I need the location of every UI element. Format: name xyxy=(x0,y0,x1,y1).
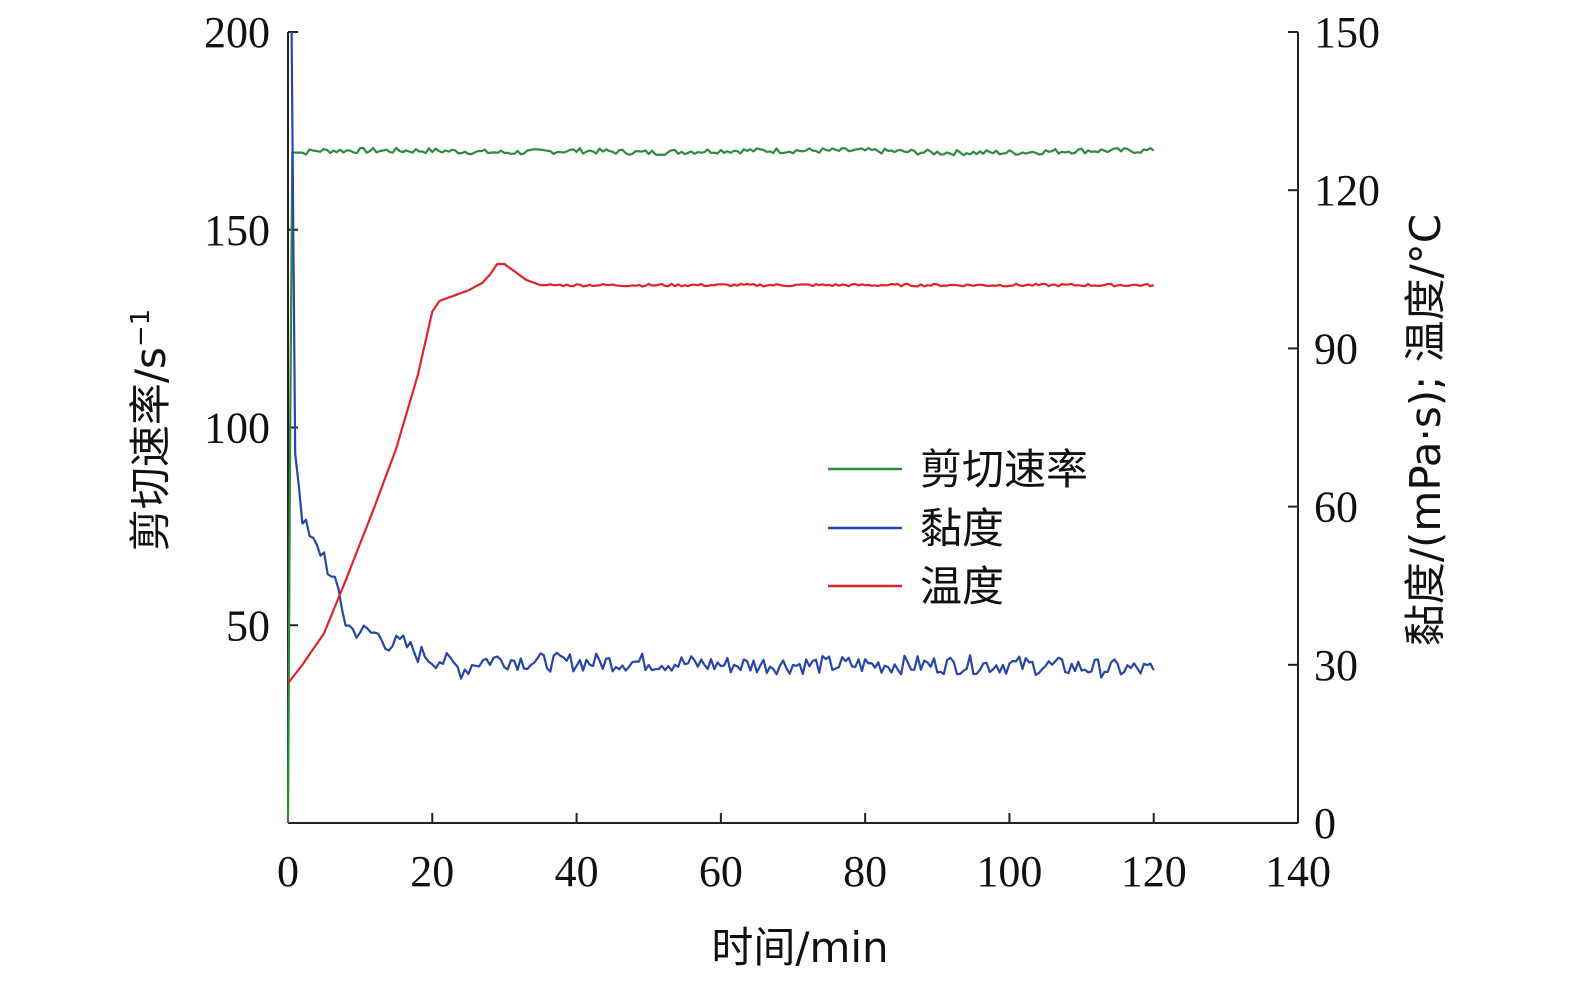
series-line-shear-rate xyxy=(286,146,1155,824)
series-layer xyxy=(286,31,1155,824)
legend-label-temperature: 温度 xyxy=(920,562,1004,611)
x-tick-label: 140 xyxy=(1265,847,1331,896)
series-line-temperature xyxy=(287,262,1155,684)
x-axis-title: 时间/min xyxy=(711,923,888,972)
x-tick-label: 40 xyxy=(555,847,599,896)
x-tick-label: 60 xyxy=(699,847,743,896)
y-left-tick-label: 100 xyxy=(204,404,270,453)
y-left-tick-label: 150 xyxy=(204,206,270,255)
y-left-tick-label: 50 xyxy=(226,601,270,650)
x-tick-label: 20 xyxy=(410,847,454,896)
y-right-tick-label: 0 xyxy=(1314,799,1336,848)
y-left-axis-title: 剪切速率/s−1 xyxy=(126,309,175,551)
x-tick-label: 120 xyxy=(1121,847,1187,896)
y-left-axis-title-superscript: −1 xyxy=(126,309,156,347)
legend-label-shear-rate: 剪切速率 xyxy=(920,445,1088,494)
y-right-tick-label: 150 xyxy=(1314,8,1380,57)
series-line-viscosity xyxy=(290,31,1155,680)
y-right-tick-label: 90 xyxy=(1314,324,1358,373)
y-right-tick-label: 30 xyxy=(1314,641,1358,690)
y-right-axis-title: 黏度/(mPa·s); 温度/°C xyxy=(1401,214,1450,646)
x-tick-label: 100 xyxy=(976,847,1042,896)
y-right-tick-label: 60 xyxy=(1314,483,1358,532)
y-left-tick-label: 200 xyxy=(204,8,270,57)
y-left-axis-title-main: 剪切速率/s xyxy=(126,347,175,551)
x-tick-label: 80 xyxy=(843,847,887,896)
legend: 剪切速率 黏度 温度 xyxy=(828,445,1088,611)
y-right-tick-label: 120 xyxy=(1314,166,1380,215)
ticks: 0 20 40 60 80 100 120 140 50 100 150 200 0 30 60 90 120 1… xyxy=(204,8,1380,896)
x-tick-label: 0 xyxy=(277,847,299,896)
legend-label-viscosity: 黏度 xyxy=(920,504,1004,553)
